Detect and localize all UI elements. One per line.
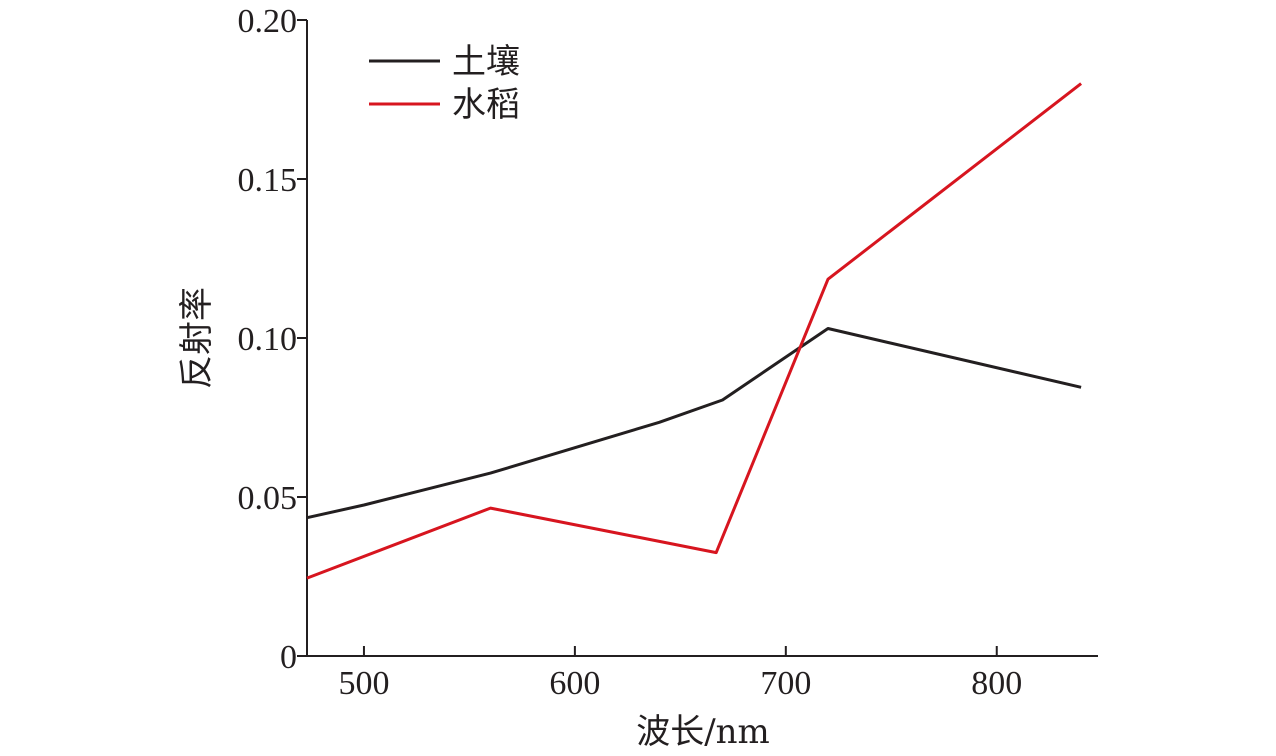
y-tick-label: 0.15 (238, 162, 298, 199)
legend-label: 土壤 (452, 42, 520, 82)
y-axis-label: 反射率 (177, 287, 217, 389)
legend-label: 水稻 (452, 85, 520, 125)
x-tick-label: 500 (338, 665, 389, 702)
axes: 0 0.05 0.10 0.15 0.20 500 600 700 800 (238, 3, 1098, 702)
y-tick-label: 0.20 (238, 3, 298, 40)
y-tick-label: 0.10 (238, 321, 298, 358)
x-tick-label: 700 (760, 665, 811, 702)
y-tick-label: 0.05 (238, 480, 298, 517)
series-line-rice (306, 82, 1083, 580)
y-tick-label: 0 (280, 639, 297, 676)
x-axis-label: 波长/nm (636, 712, 770, 752)
series-layer (306, 82, 1083, 580)
x-tick-label: 800 (971, 665, 1022, 702)
x-tick-label: 600 (549, 665, 600, 702)
series-line-soil (306, 327, 1082, 520)
